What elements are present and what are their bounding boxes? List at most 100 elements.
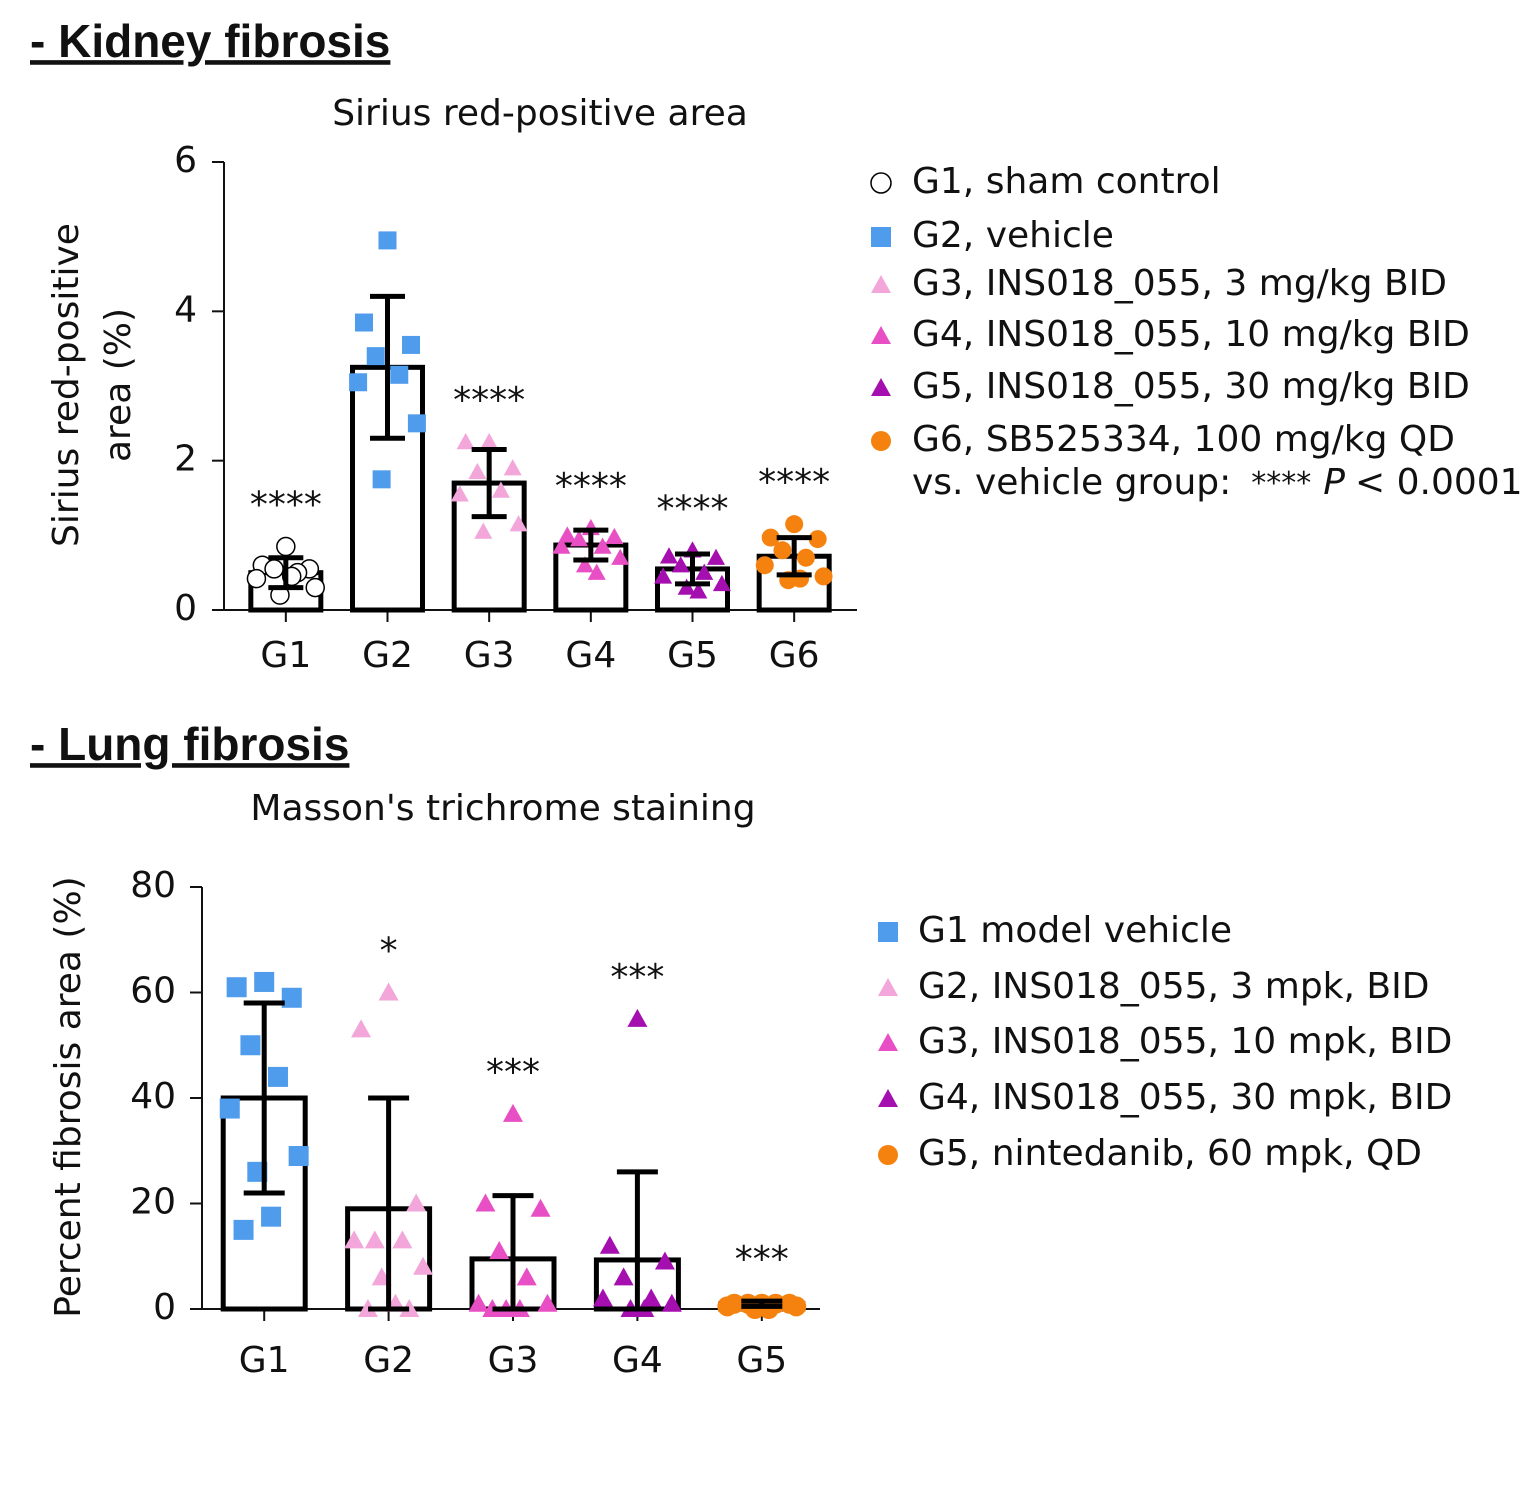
data-point [402, 335, 421, 354]
data-point [516, 1267, 537, 1286]
legend-marker [871, 227, 891, 247]
data-point [364, 1230, 385, 1249]
x-tick-label: G3 [464, 635, 515, 676]
data-point [530, 1198, 551, 1217]
y-tick-label: 0 [174, 588, 197, 629]
data-point [712, 574, 731, 592]
data-point [468, 462, 487, 480]
x-tick-label: G6 [769, 635, 820, 676]
data-point [613, 1267, 634, 1286]
legend-marker [878, 922, 898, 942]
data-point [808, 530, 827, 549]
data-point [378, 231, 397, 250]
x-tick-label: G2 [363, 1340, 414, 1381]
legend-item: G2, INS018_055, 3 mpk, BID [878, 966, 1429, 1007]
legend-label: G1, sham control [912, 161, 1221, 202]
data-point [491, 481, 510, 498]
data-point [254, 971, 275, 992]
legend-item: G2, vehicle [871, 215, 1114, 256]
data-point [489, 1240, 510, 1259]
legend-item: G6, SB525334, 100 mg/kg QD [871, 419, 1455, 460]
legend-marker [878, 1089, 898, 1107]
note-part: vs. vehicle group: [912, 462, 1231, 503]
error-bar [741, 1298, 783, 1309]
data-point [627, 1008, 648, 1027]
y-tick-label: 40 [130, 1076, 176, 1117]
x-tick-label: G3 [488, 1340, 539, 1381]
data-point [677, 578, 696, 595]
note-part: **** [1251, 466, 1311, 501]
significance-label: * [380, 931, 398, 972]
data-point [717, 1296, 738, 1317]
data-point [671, 556, 690, 573]
data-point [482, 1299, 503, 1317]
legend-item: G4, INS018_055, 30 mpk, BID [878, 1077, 1452, 1118]
data-point [503, 1103, 523, 1122]
x-tick-label: G5 [667, 635, 718, 676]
legend-marker [870, 172, 892, 194]
data-point [689, 582, 708, 599]
error-bar [370, 293, 405, 441]
x-tick-label: G1 [260, 635, 311, 676]
legend-note: vs. vehicle group: **** P < 0.0001 [912, 462, 1523, 503]
legend-label: G5, INS018_055, 30 mg/kg BID [912, 366, 1470, 407]
y-axis-label: Sirius red-positive [46, 223, 87, 547]
data-point [661, 1293, 682, 1312]
data-point [288, 1146, 309, 1167]
significance-label: **** [453, 380, 525, 421]
data-point [450, 485, 469, 502]
y-axis-label: Percent fibrosis area (%) [48, 876, 89, 1317]
data-point [366, 347, 385, 366]
data-point [267, 1066, 288, 1087]
data-point [281, 987, 302, 1008]
significance-label: *** [610, 957, 664, 998]
significance-label: *** [486, 1052, 540, 1093]
data-point [240, 1035, 261, 1056]
data-point [305, 577, 325, 598]
x-tick-label: G5 [736, 1340, 787, 1381]
legend-label: G5, nintedanib, 60 mpk, QD [918, 1133, 1422, 1174]
significance-label: **** [758, 462, 830, 503]
data-point [233, 1219, 254, 1240]
data-point [707, 548, 726, 565]
legend-item: G1 model vehicle [878, 910, 1232, 951]
legend-marker [871, 378, 891, 396]
error-bar [675, 551, 710, 587]
error-bar [492, 1193, 534, 1312]
data-point [654, 1251, 675, 1270]
chart-title: Masson's trichrome staining [250, 788, 755, 829]
data-point [378, 982, 399, 1001]
data-point [407, 414, 426, 433]
legend-marker [871, 431, 891, 451]
error-bar [243, 1000, 285, 1196]
data-point [349, 373, 368, 392]
error-bar [368, 1095, 410, 1312]
data-point [509, 515, 528, 532]
data-point [654, 567, 673, 584]
data-point [552, 537, 571, 554]
data-point [537, 1293, 558, 1312]
legend-label: G2, vehicle [912, 215, 1114, 256]
legend-item: G1, sham control [870, 161, 1221, 202]
bar [220, 1095, 308, 1312]
error-bar [573, 527, 609, 563]
data-point [392, 1230, 413, 1249]
y-tick-label: 2 [174, 439, 197, 480]
legend-marker [878, 1033, 898, 1051]
data-point [575, 556, 594, 573]
legend-label: G4, INS018_055, 10 mg/kg BID [912, 314, 1470, 355]
data-point [261, 1206, 282, 1227]
data-point [755, 556, 774, 575]
data-point [219, 1098, 240, 1119]
legend-marker [878, 978, 898, 996]
data-point [456, 433, 475, 450]
data-point [246, 568, 267, 589]
y-tick-label: 60 [130, 971, 176, 1012]
data-point [344, 1230, 365, 1249]
legend-label: G6, SB525334, 100 mg/kg QD [912, 419, 1455, 460]
data-point [351, 1019, 372, 1038]
data-point [399, 1299, 420, 1317]
data-point [468, 1293, 489, 1312]
legend-label: G3, INS018_055, 3 mg/kg BID [912, 263, 1447, 304]
